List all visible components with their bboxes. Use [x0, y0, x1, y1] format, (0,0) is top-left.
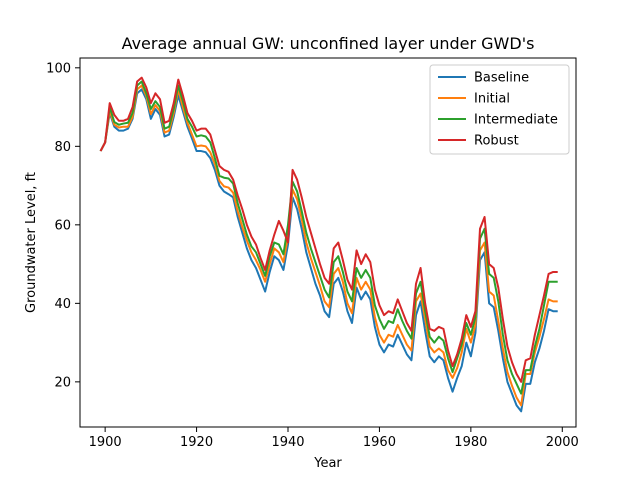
x-tick-label: 1920 — [180, 435, 213, 450]
series-line-robust — [99, 76, 558, 383]
x-tick-label: 1960 — [363, 435, 396, 450]
y-tick-label: 100 — [46, 61, 71, 76]
series-line-intermediate — [99, 80, 558, 395]
y-axis-label: Groundwater Level, ft — [24, 172, 39, 313]
y-tick-label: 40 — [54, 297, 71, 312]
plot-lines — [99, 76, 558, 413]
legend-label-robust: Robust — [474, 134, 519, 149]
y-tick-label: 60 — [54, 218, 71, 233]
y-tick-label: 80 — [54, 140, 71, 155]
legend: Baseline Initial Intermediate Robust — [429, 64, 570, 155]
x-tick-label: 1900 — [89, 435, 122, 450]
y-tick-label: 20 — [54, 375, 71, 390]
x-axis: 1900 1920 1940 1960 1980 2000 — [89, 427, 579, 450]
legend-label-intermediate: Intermediate — [474, 113, 558, 128]
legend-box — [429, 64, 570, 155]
x-tick-label: 2000 — [546, 435, 579, 450]
legend-label-baseline: Baseline — [474, 71, 529, 86]
x-tick-label: 1980 — [454, 435, 487, 450]
y-axis: 20 40 60 80 100 — [46, 61, 80, 390]
legend-label-initial: Initial — [474, 92, 510, 107]
plot-frame — [79, 57, 577, 428]
x-axis-label: Year — [313, 456, 342, 471]
x-tick-label: 1940 — [271, 435, 304, 450]
chart-title: Average annual GW: unconfined layer unde… — [122, 34, 535, 53]
